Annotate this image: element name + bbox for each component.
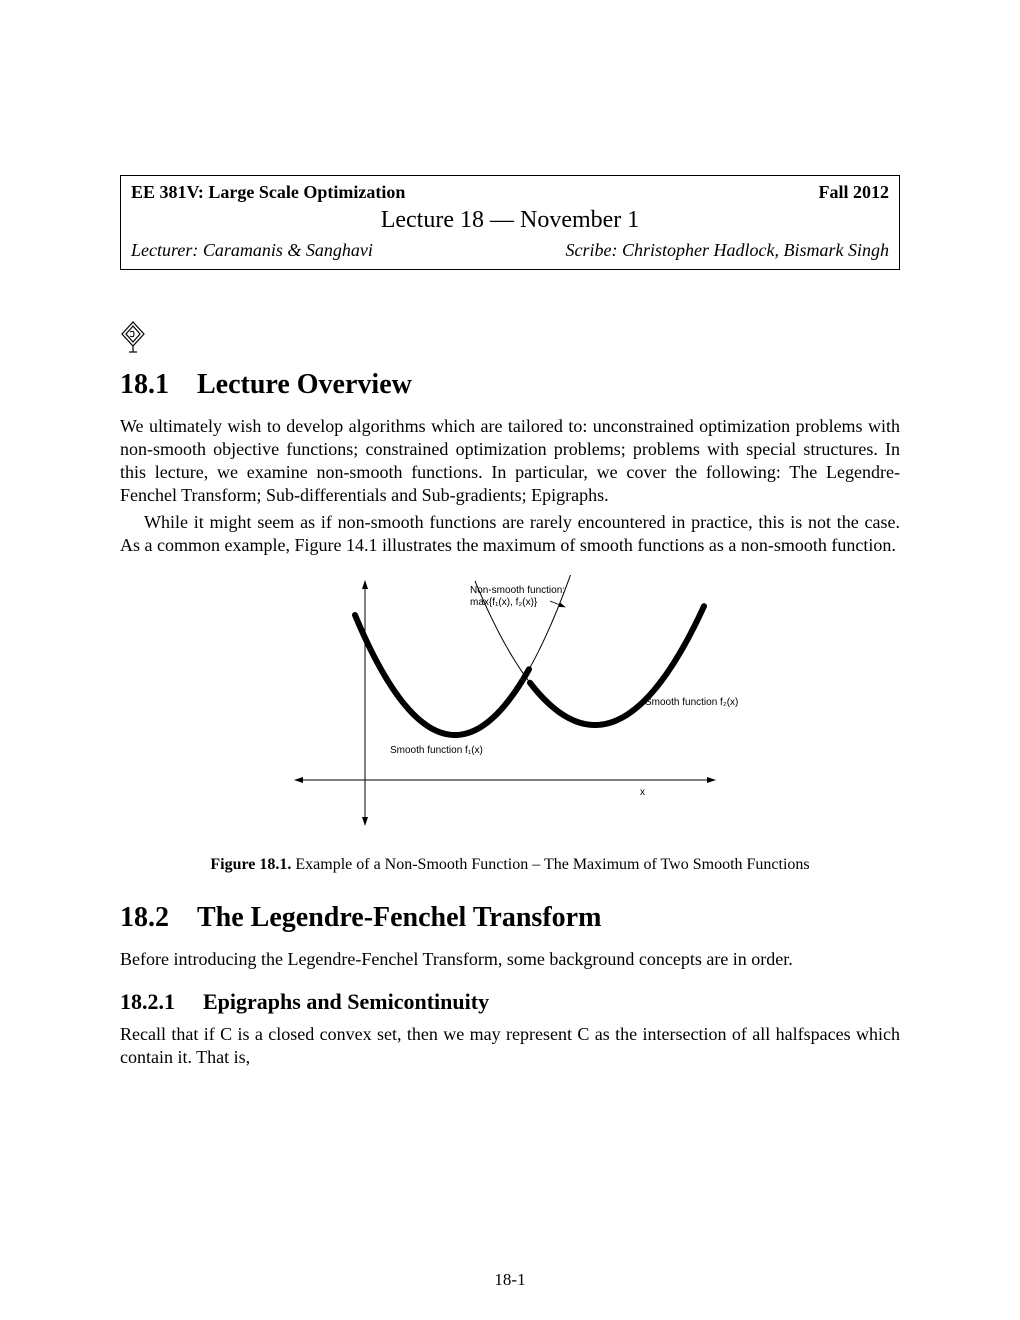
section-18-2-heading: 18.2 The Legendre-Fenchel Transform: [120, 902, 900, 934]
section-title: The Legendre-Fenchel Transform: [197, 902, 601, 934]
page-number: 18-1: [0, 1270, 1020, 1290]
subsection-title: Epigraphs and Semicontinuity: [203, 989, 489, 1015]
section-18-1-para-1: We ultimately wish to develop algorithms…: [120, 415, 900, 507]
term: Fall 2012: [819, 182, 890, 203]
section-number: 18.2: [120, 902, 169, 934]
subsection-18-2-1-heading: 18.2.1 Epigraphs and Semicontinuity: [120, 989, 900, 1015]
subsection-18-2-1-para: Recall that if C is a closed convex set,…: [120, 1023, 900, 1069]
scribe: Scribe: Christopher Hadlock, Bismark Sin…: [566, 240, 889, 261]
svg-text:max{f₁(x), f₂(x)}: max{f₁(x), f₂(x)}: [470, 597, 538, 608]
section-marker-icon: [120, 320, 900, 359]
figure-caption-text: Example of a Non-Smooth Function – The M…: [291, 856, 809, 873]
section-number: 18.1: [120, 369, 169, 401]
course-code: EE 381V: Large Scale Optimization: [131, 182, 405, 203]
svg-text:Non-smooth function:: Non-smooth function:: [470, 585, 565, 596]
section-18-1-para-2: While it might seem as if non-smooth fun…: [120, 511, 900, 557]
lecture-title: Lecture 18 — November 1: [131, 207, 889, 234]
section-18-1-heading: 18.1 Lecture Overview: [120, 369, 900, 401]
section-18-2-intro: Before introducing the Legendre-Fenchel …: [120, 948, 900, 971]
lecturer: Lecturer: Caramanis & Sanghavi: [131, 240, 373, 261]
figure-18-1: Non-smooth function:max{f₁(x), f₂(x)} Smo…: [120, 575, 900, 840]
figure-18-1-caption: Figure 18.1. Example of a Non-Smooth Fun…: [120, 856, 900, 874]
section-title: Lecture Overview: [197, 369, 412, 401]
subsection-number: 18.2.1: [120, 989, 175, 1015]
svg-text:Smooth function f₁(x): Smooth function f₁(x): [390, 745, 483, 756]
svg-text:Smooth function f₂(x): Smooth function f₂(x): [645, 697, 738, 708]
svg-text:x: x: [640, 787, 645, 798]
lecture-header-box: EE 381V: Large Scale Optimization Fall 2…: [120, 175, 900, 270]
figure-caption-label: Figure 18.1.: [210, 856, 291, 873]
